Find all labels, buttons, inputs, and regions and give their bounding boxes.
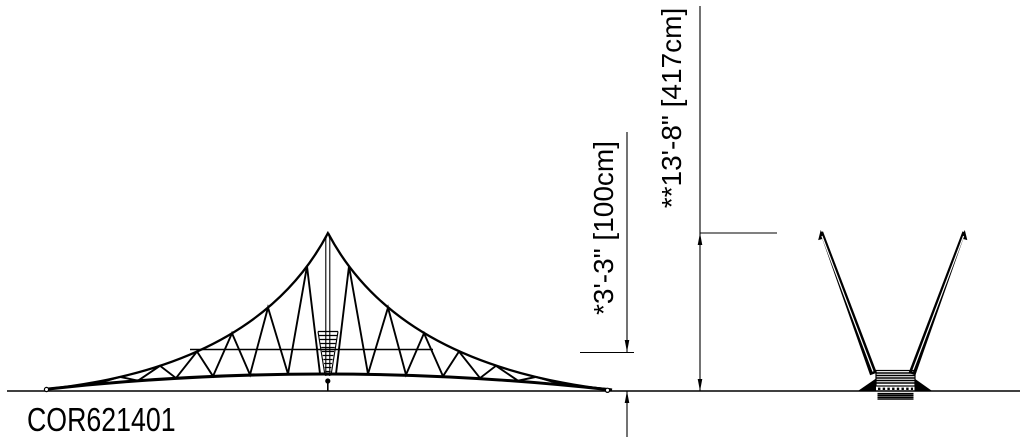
- base-buried-slab: [877, 392, 914, 400]
- anchor-wedge-right: [914, 378, 933, 392]
- center-tensioner-taper: [317, 331, 339, 376]
- arrowhead-down: [624, 340, 630, 352]
- anchor-wedge-left: [857, 378, 876, 392]
- net-end-view: [818, 230, 968, 400]
- net-bottom-rope: [47, 372, 613, 392]
- net-edge-cable-right: [326, 232, 613, 392]
- net-edge-cable-left: [47, 232, 330, 391]
- end-view-base-block: [875, 369, 916, 400]
- end-view-pole-left: [818, 230, 877, 376]
- part-number-text: COR621401: [27, 401, 176, 438]
- center-tensioner-rungs: [318, 330, 338, 376]
- dimension-net-height: [580, 132, 634, 437]
- net-zigzag-left: [47, 266, 321, 390]
- pyramid-net-side-view: [43, 231, 613, 393]
- end-view-pole-right: [908, 230, 968, 376]
- arrowhead-down: [697, 379, 703, 391]
- arrowhead-up: [624, 391, 630, 403]
- dimension-overall-height: [697, 6, 777, 391]
- anchor-eyelet-right: [604, 387, 611, 393]
- net-zigzag-right: [335, 266, 613, 391]
- anchor-eyelet-left: [43, 386, 50, 393]
- center-hook: [325, 378, 331, 384]
- center-mast: [325, 231, 331, 376]
- dim-label-overall-height: **13'-8" [417cm]: [656, 7, 687, 209]
- arrowhead-up: [697, 233, 703, 245]
- part-number: COR621401: [27, 403, 210, 436]
- dim-label-net-height: *3'-3" [100cm]: [588, 140, 619, 316]
